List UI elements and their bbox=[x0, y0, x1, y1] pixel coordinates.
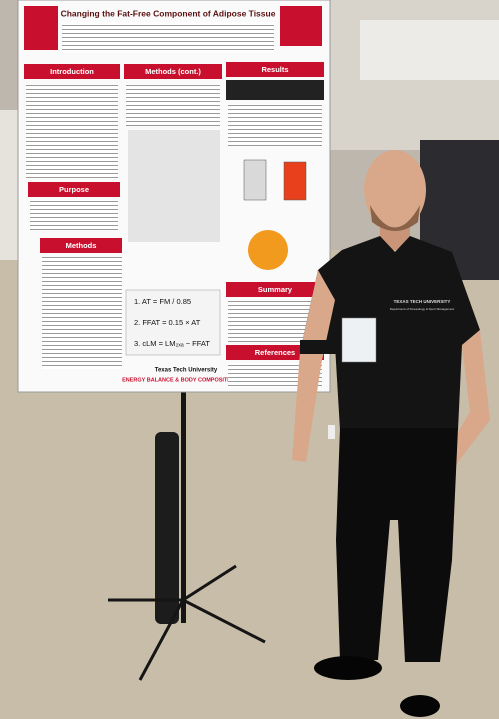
pants bbox=[336, 428, 458, 662]
section-header bbox=[24, 64, 120, 79]
text-block bbox=[42, 257, 122, 369]
head bbox=[364, 150, 426, 230]
shoe bbox=[400, 695, 440, 717]
section-title: Methods bbox=[66, 241, 97, 250]
lab-university: Texas Tech University bbox=[155, 368, 218, 374]
logo-shield bbox=[24, 6, 58, 50]
polo-shirt bbox=[300, 236, 480, 430]
logo-tt bbox=[280, 6, 322, 46]
poster-authors bbox=[62, 22, 274, 52]
results-table bbox=[226, 80, 324, 100]
adipocyte-figure bbox=[248, 230, 288, 270]
person: TEXAS TECH UNIVERSITY Department of Kine… bbox=[292, 150, 490, 717]
right-arm bbox=[440, 330, 490, 470]
text-block bbox=[126, 84, 220, 126]
easel bbox=[108, 388, 266, 681]
equation-box bbox=[125, 289, 221, 356]
result-bar bbox=[243, 159, 267, 201]
equation: 3. cLM = LM₂ₓₐ − FFAT bbox=[134, 339, 210, 348]
figure bbox=[128, 130, 220, 242]
section-title: Summary bbox=[258, 285, 293, 294]
poster-title: Changing the Fat-Free Component of Adipo… bbox=[61, 8, 276, 18]
beard bbox=[370, 205, 420, 231]
section-title: Results bbox=[261, 65, 288, 74]
equation: 1. AT = FM / 0.85 bbox=[134, 297, 191, 306]
text-block bbox=[228, 104, 322, 146]
section-header bbox=[28, 182, 120, 197]
section-header bbox=[226, 62, 324, 77]
result-bar bbox=[283, 161, 307, 201]
section-title: Introduction bbox=[50, 67, 94, 76]
section-title: Methods (cont.) bbox=[145, 67, 201, 76]
name-badge bbox=[341, 317, 377, 363]
section-header bbox=[226, 282, 324, 297]
shoe bbox=[314, 656, 382, 680]
id-badge bbox=[328, 425, 335, 439]
equation: 2. FFAT = 0.15 × AT bbox=[134, 318, 201, 327]
lab-name: ENERGY BALANCE & BODY COMPOSITION LAB bbox=[122, 377, 250, 383]
section-title: Purpose bbox=[59, 185, 89, 194]
section-header bbox=[124, 64, 222, 79]
section-header bbox=[40, 238, 122, 253]
section-header bbox=[226, 345, 324, 360]
shirt-logo-university: TEXAS TECH UNIVERSITY bbox=[394, 299, 451, 304]
text-block bbox=[30, 200, 118, 230]
section-title: References bbox=[255, 348, 295, 357]
shirt-logo-department: Department of Kinesiology & Sport Manage… bbox=[390, 307, 455, 311]
text-block bbox=[26, 84, 118, 179]
poster: Changing the Fat-Free Component of Adipo… bbox=[17, 0, 331, 393]
left-arm bbox=[292, 270, 335, 462]
overhead-structure bbox=[360, 20, 499, 80]
